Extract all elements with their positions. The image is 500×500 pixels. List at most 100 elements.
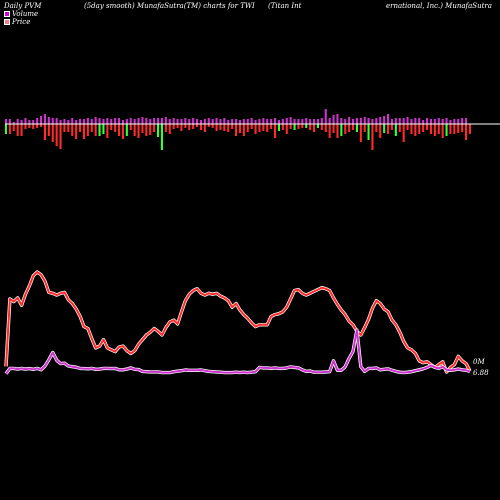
pvm-bar-up xyxy=(390,119,393,124)
pvm-bar-down xyxy=(164,124,167,132)
pvm-bar-down xyxy=(141,124,144,133)
pvm-bar-up xyxy=(75,120,78,124)
pvm-bar-up xyxy=(324,109,327,124)
pvm-bar-up xyxy=(24,118,27,124)
pvm-bar-down xyxy=(305,124,308,128)
pvm-bar-up xyxy=(352,119,355,124)
pvm-bar-down xyxy=(320,124,323,130)
pvm-bar-down xyxy=(418,124,421,134)
pvm-bar-up xyxy=(398,118,401,124)
pvm-bar-down xyxy=(145,124,148,136)
pvm-bar-down xyxy=(441,124,444,138)
pvm-bar-up xyxy=(367,118,370,124)
pvm-bar-up xyxy=(359,118,362,124)
pvm-bar-down xyxy=(270,124,273,129)
pvm-bar-up xyxy=(94,117,97,124)
pvm-bar-up xyxy=(149,119,152,124)
pvm-bar-down xyxy=(36,124,39,128)
pvm-bar-down xyxy=(196,124,199,127)
pvm-bar-down xyxy=(118,124,121,136)
pvm-bar-down xyxy=(137,124,140,138)
pvm-bar-down xyxy=(207,124,210,127)
pvm-bar-down xyxy=(192,124,195,129)
pvm-bar-up xyxy=(266,119,269,124)
pvm-bar-down xyxy=(363,124,366,132)
pvm-bar-up xyxy=(8,119,11,124)
pvm-bar-up xyxy=(16,119,19,124)
pvm-bar-up xyxy=(320,118,323,124)
pvm-bar-up xyxy=(437,118,440,124)
pvm-bar-up xyxy=(4,119,7,124)
pvm-bar-up xyxy=(215,118,218,124)
pvm-bar-down xyxy=(59,124,62,149)
pvm-bar-down xyxy=(297,124,300,129)
pvm-bar-down xyxy=(274,124,277,138)
pvm-bar-up xyxy=(270,119,273,124)
pvm-bar-up xyxy=(429,119,432,124)
pvm-bar-down xyxy=(168,124,171,134)
pvm-bar-down xyxy=(188,124,191,130)
pvm-bar-up xyxy=(176,119,179,124)
pvm-bar-up xyxy=(71,118,74,124)
pvm-bar-down xyxy=(332,124,335,133)
pvm-bar-down xyxy=(40,124,43,127)
pvm-bar-down xyxy=(106,124,109,138)
pvm-bar-down xyxy=(433,124,436,136)
pvm-bar-up xyxy=(184,118,187,124)
pvm-bar-down xyxy=(12,124,15,131)
pvm-bar-up xyxy=(363,117,366,124)
pvm-bar-up xyxy=(453,119,456,124)
price-axis-label: 6.88 xyxy=(473,369,489,377)
pvm-bar-up xyxy=(445,118,448,124)
pvm-bar-up xyxy=(235,119,238,124)
pvm-bar-down xyxy=(398,124,401,132)
pvm-bar-down xyxy=(125,124,128,136)
pvm-bar-down xyxy=(235,124,238,136)
pvm-bar-up xyxy=(207,118,210,124)
pvm-bar-down xyxy=(246,124,249,132)
price-line-glow xyxy=(4,270,472,374)
pvm-bar-up xyxy=(394,118,397,124)
pvm-bar-up xyxy=(86,118,89,124)
pvm-bar-up xyxy=(153,118,156,124)
volume-axis-label: 0M xyxy=(473,358,485,366)
pvm-bar-down xyxy=(387,124,390,134)
pvm-bar-up xyxy=(145,118,148,124)
pvm-bar-down xyxy=(367,124,370,140)
pvm-bar-down xyxy=(426,124,429,130)
legend-price-label: Price xyxy=(12,18,31,26)
pvm-bar-down xyxy=(94,124,97,136)
pvm-bar-down xyxy=(414,124,417,136)
pvm-bar-down xyxy=(328,124,331,138)
pvm-bar-up xyxy=(118,118,121,124)
pvm-bar-up xyxy=(59,120,62,124)
pvm-bar-down xyxy=(184,124,187,128)
pvm-bar-down xyxy=(348,124,351,132)
pvm-bar-down xyxy=(149,124,152,135)
pvm-bar-down xyxy=(449,124,452,134)
pvm-bar-down xyxy=(47,124,50,136)
pvm-bar-up xyxy=(414,118,417,124)
pvm-bar-up xyxy=(157,118,160,124)
pvm-bar-down xyxy=(231,124,234,129)
pvm-bar-down xyxy=(293,124,296,130)
pvm-bar-up xyxy=(297,119,300,124)
pvm-bar-up xyxy=(332,115,335,124)
pvm-bar-up xyxy=(47,117,50,124)
pvm-bars-group xyxy=(4,109,471,150)
company-name-left: (Titan Int xyxy=(268,2,302,10)
pvm-bar-down xyxy=(445,124,448,136)
pvm-bar-down xyxy=(281,124,284,130)
pvm-bar-up xyxy=(371,119,374,124)
pvm-bar-up xyxy=(79,119,82,124)
pvm-bar-up xyxy=(141,117,144,124)
pvm-bar-up xyxy=(387,114,390,124)
pvm-bar-down xyxy=(86,124,89,136)
pvm-bar-up xyxy=(90,119,93,124)
pvm-bar-up xyxy=(355,118,358,124)
pvm-bar-down xyxy=(157,124,160,137)
pvm-bar-down xyxy=(55,124,58,146)
pvm-bar-down xyxy=(203,124,206,132)
pvm-bar-up xyxy=(238,120,241,124)
pvm-bar-down xyxy=(277,124,280,131)
